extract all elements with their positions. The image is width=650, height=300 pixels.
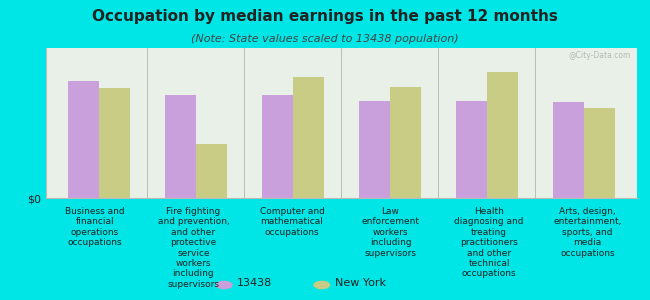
Text: Law
enforcement
workers
including
supervisors: Law enforcement workers including superv… [361, 207, 419, 258]
Bar [487, 72, 518, 198]
Bar [99, 88, 130, 198]
Text: Computer and
mathematical
occupations: Computer and mathematical occupations [259, 207, 324, 237]
Bar [196, 144, 227, 198]
Text: 13438: 13438 [237, 278, 272, 288]
Bar [164, 95, 196, 198]
Text: Arts, design,
entertainment,
sports, and
media
occupations: Arts, design, entertainment, sports, and… [554, 207, 622, 258]
Text: Health
diagnosing and
treating
practitioners
and other
technical
occupations: Health diagnosing and treating practitio… [454, 207, 524, 278]
Bar [552, 102, 584, 198]
Bar [292, 76, 324, 198]
Text: Business and
financial
operations
occupations: Business and financial operations occupa… [65, 207, 125, 247]
Bar [390, 87, 421, 198]
Text: Occupation by median earnings in the past 12 months: Occupation by median earnings in the pas… [92, 9, 558, 24]
Text: New York: New York [335, 278, 385, 288]
Text: @City-Data.com: @City-Data.com [569, 51, 631, 60]
Text: (Note: State values scaled to 13438 population): (Note: State values scaled to 13438 popu… [191, 34, 459, 44]
Bar [262, 95, 292, 198]
Bar [359, 101, 390, 198]
Bar [68, 81, 99, 198]
Text: Fire fighting
and prevention,
and other
protective
service
workers
including
sup: Fire fighting and prevention, and other … [157, 207, 229, 289]
Bar [456, 101, 487, 198]
Bar [584, 108, 615, 198]
